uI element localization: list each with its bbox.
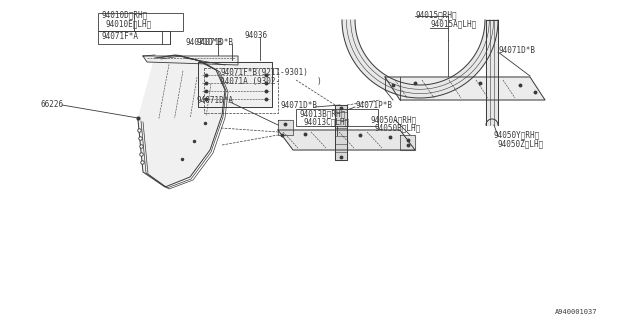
Text: 94036: 94036 — [245, 30, 268, 39]
Text: 94013B〈RH〉: 94013B〈RH〉 — [299, 109, 345, 118]
Text: 94010D〈RH〉: 94010D〈RH〉 — [101, 11, 147, 20]
Text: A940001037: A940001037 — [555, 309, 598, 315]
Text: 94015〈RH〉: 94015〈RH〉 — [415, 11, 456, 20]
Text: 94071D*B: 94071D*B — [498, 45, 535, 54]
Text: 94013C〈LH〉: 94013C〈LH〉 — [303, 117, 349, 126]
Text: 94050Y〈RH〉: 94050Y〈RH〉 — [493, 131, 540, 140]
Text: 94071P*B: 94071P*B — [355, 100, 392, 109]
Text: 94071D*B: 94071D*B — [185, 37, 222, 46]
Text: 94071F*B(9211-9301): 94071F*B(9211-9301) — [220, 68, 308, 76]
Polygon shape — [400, 135, 415, 150]
Text: 94071A (9302-        ): 94071A (9302- ) — [220, 76, 322, 85]
Polygon shape — [278, 120, 293, 135]
Text: 94010E〈LH〉: 94010E〈LH〉 — [105, 20, 151, 28]
Text: 94050B〈LH〉: 94050B〈LH〉 — [374, 124, 420, 132]
Text: 94015A〈LH〉: 94015A〈LH〉 — [430, 20, 476, 28]
Polygon shape — [342, 20, 498, 98]
Polygon shape — [486, 20, 498, 125]
Text: 94071D*B: 94071D*B — [280, 100, 317, 109]
Bar — [98, 31, 170, 44]
Text: 94050A〈RH〉: 94050A〈RH〉 — [370, 116, 416, 124]
Text: 94071D*A: 94071D*A — [196, 95, 233, 105]
Text: 66226: 66226 — [40, 100, 63, 108]
Polygon shape — [198, 62, 272, 107]
Polygon shape — [335, 105, 347, 160]
Bar — [296, 109, 378, 126]
Polygon shape — [138, 55, 225, 187]
Bar — [98, 13, 183, 31]
Text: 94050Z〈LH〉: 94050Z〈LH〉 — [497, 140, 543, 148]
Polygon shape — [143, 56, 238, 65]
Polygon shape — [385, 77, 545, 100]
Text: 94071D*B: 94071D*B — [196, 37, 233, 46]
Text: 94071F*A: 94071F*A — [101, 31, 138, 41]
Polygon shape — [278, 130, 415, 150]
